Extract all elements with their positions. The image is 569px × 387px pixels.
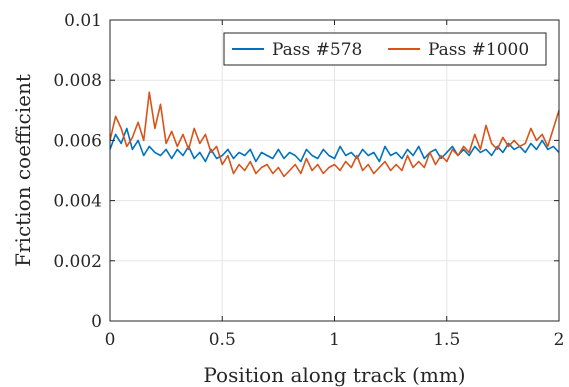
y-axis-ticks: 0 0.002 0.004 0.006 0.008 0.01 [53, 11, 559, 332]
x-tick-label: 2 [554, 330, 565, 350]
x-axis-ticks: 0 0.5 1 1.5 2 [105, 20, 565, 350]
legend-box [223, 32, 547, 66]
legend-label-pass-578: Pass #578 [272, 40, 362, 60]
y-tick-label: 0.002 [53, 252, 102, 272]
series-line-pass-578 [109, 127, 560, 163]
y-axis-title: Friction coefficient [11, 74, 35, 267]
legend-label-pass-1000: Pass #1000 [428, 40, 529, 60]
x-tick-label: 1.5 [433, 330, 460, 350]
x-tick-label: 1 [329, 330, 340, 350]
y-tick-label: 0.006 [53, 131, 102, 151]
y-tick-label: 0.01 [64, 11, 102, 31]
series-lines [109, 91, 560, 178]
y-tick-label: 0 [91, 312, 102, 332]
x-axis-title: Position along track (mm) [203, 363, 465, 387]
y-tick-label: 0.008 [53, 71, 102, 91]
legend: Pass #578 Pass #1000 [223, 32, 547, 66]
series-line-pass-1000 [109, 91, 560, 178]
y-tick-label: 0.004 [53, 192, 102, 212]
x-tick-label: 0 [105, 330, 116, 350]
x-tick-label: 0.5 [209, 330, 236, 350]
